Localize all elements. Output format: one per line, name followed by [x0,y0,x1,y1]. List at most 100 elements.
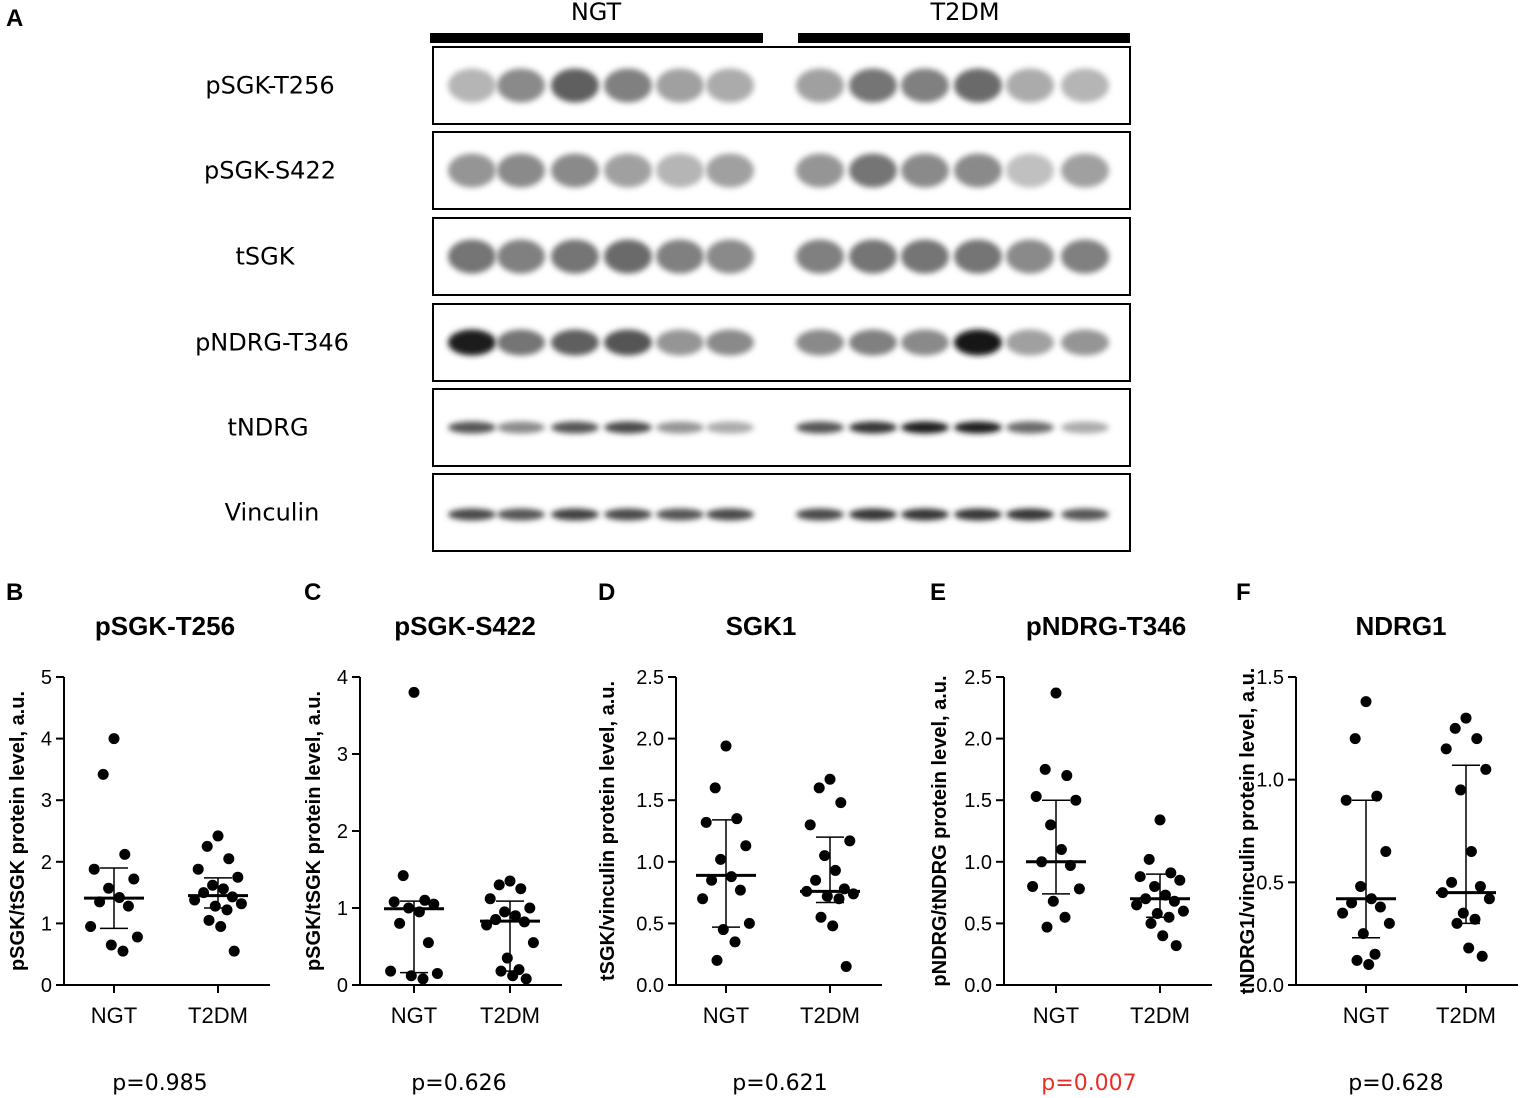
blot-band [954,153,1002,188]
data-point [507,970,519,982]
x-tick-label: T2DM [480,1003,540,1028]
y-tick-label: 4 [41,729,52,751]
blot-band [901,508,949,521]
data-series [1336,696,1396,970]
data-point [1027,880,1039,892]
data-point [515,883,527,895]
y-axis-label: pNDRG/tNDRG protein level, a.u. [929,675,951,986]
data-point [720,740,732,752]
x-tick-label: T2DM [1130,1003,1190,1028]
data-point [1145,917,1157,929]
data-point [419,894,431,906]
data-point [824,773,836,785]
y-tick-label: 5 [41,667,52,689]
data-point [1154,814,1166,826]
blot-band [706,239,754,274]
data-point [108,733,120,745]
blot-band [1061,508,1109,521]
data-point [1383,917,1395,929]
data-point [1363,958,1375,970]
data-point [192,863,204,875]
data-point [1045,819,1057,831]
data-point [1355,880,1367,892]
data-point [122,900,134,912]
y-tick-label: 1.5 [1256,667,1284,689]
data-point [819,850,831,862]
data-point [422,937,434,949]
blot-band [656,508,704,521]
x-tick-label: NGT [1033,1003,1079,1028]
blot-band [551,421,599,434]
blot-band [901,421,949,434]
blot-band [497,508,545,521]
y-tick-label: 2.0 [964,729,992,751]
data-point [217,883,229,895]
data-point [827,920,839,932]
blot-band [497,421,545,434]
blot-band [448,421,496,434]
data-point [734,884,746,896]
blot-band [656,329,704,356]
blot-band [1061,153,1109,188]
data-point [1371,790,1383,802]
blot-row: pSGK-S422 [204,131,1131,210]
blot-band [849,153,897,188]
y-tick-label: 1.0 [1256,770,1284,792]
blot-band [551,239,599,274]
blot-band [551,68,599,103]
data-point [1070,794,1082,806]
x-tick-label: NGT [391,1003,437,1028]
blot-band [497,239,545,274]
blot-band [497,153,545,188]
x-tick-label: T2DM [800,1003,860,1028]
data-point [1349,733,1361,745]
blot-band [954,421,1002,434]
data-series [696,740,756,966]
data-series [480,875,540,985]
data-series [1026,687,1086,933]
data-point [700,816,712,828]
data-point [1061,770,1073,782]
data-point [1050,687,1062,699]
p-value: p=0.626 [411,1071,506,1096]
blot-band [604,239,652,274]
data-point [1030,791,1042,803]
chart-title: pNDRG-T346 [1026,611,1186,641]
data-point [1351,954,1363,966]
data-point [189,894,201,906]
data-point [1177,905,1189,917]
blot-band [1006,421,1054,434]
blot-band [954,329,1002,356]
data-point [1039,763,1051,775]
data-point [527,937,539,949]
data-point [1134,871,1146,883]
blot-band [1006,68,1054,103]
data-point [405,970,417,982]
data-series [84,733,144,957]
blot-band [796,329,844,356]
blot-row: Vinculin [225,473,1131,552]
data-point [1073,883,1085,895]
blot-band [901,68,949,103]
y-tick-label: 0 [41,975,52,997]
blot-band [796,153,844,188]
y-tick-label: 0 [337,975,348,997]
blot-band [901,153,949,188]
blot-band [448,68,496,103]
blot-band [1061,68,1109,103]
data-point [729,936,741,948]
blot-row-label: tSGK [236,243,296,271]
y-tick-label: 1.0 [964,852,992,874]
data-series [188,830,248,957]
data-point [833,893,845,905]
x-tick-label: NGT [1343,1003,1389,1028]
data-point [228,945,240,957]
data-point [1041,921,1053,933]
blot-band [901,239,949,274]
chart-title: SGK1 [726,611,797,641]
x-tick-label: T2DM [1436,1003,1496,1028]
blot-band [706,421,754,434]
data-point [223,853,235,865]
y-tick-label: 1.5 [964,790,992,812]
